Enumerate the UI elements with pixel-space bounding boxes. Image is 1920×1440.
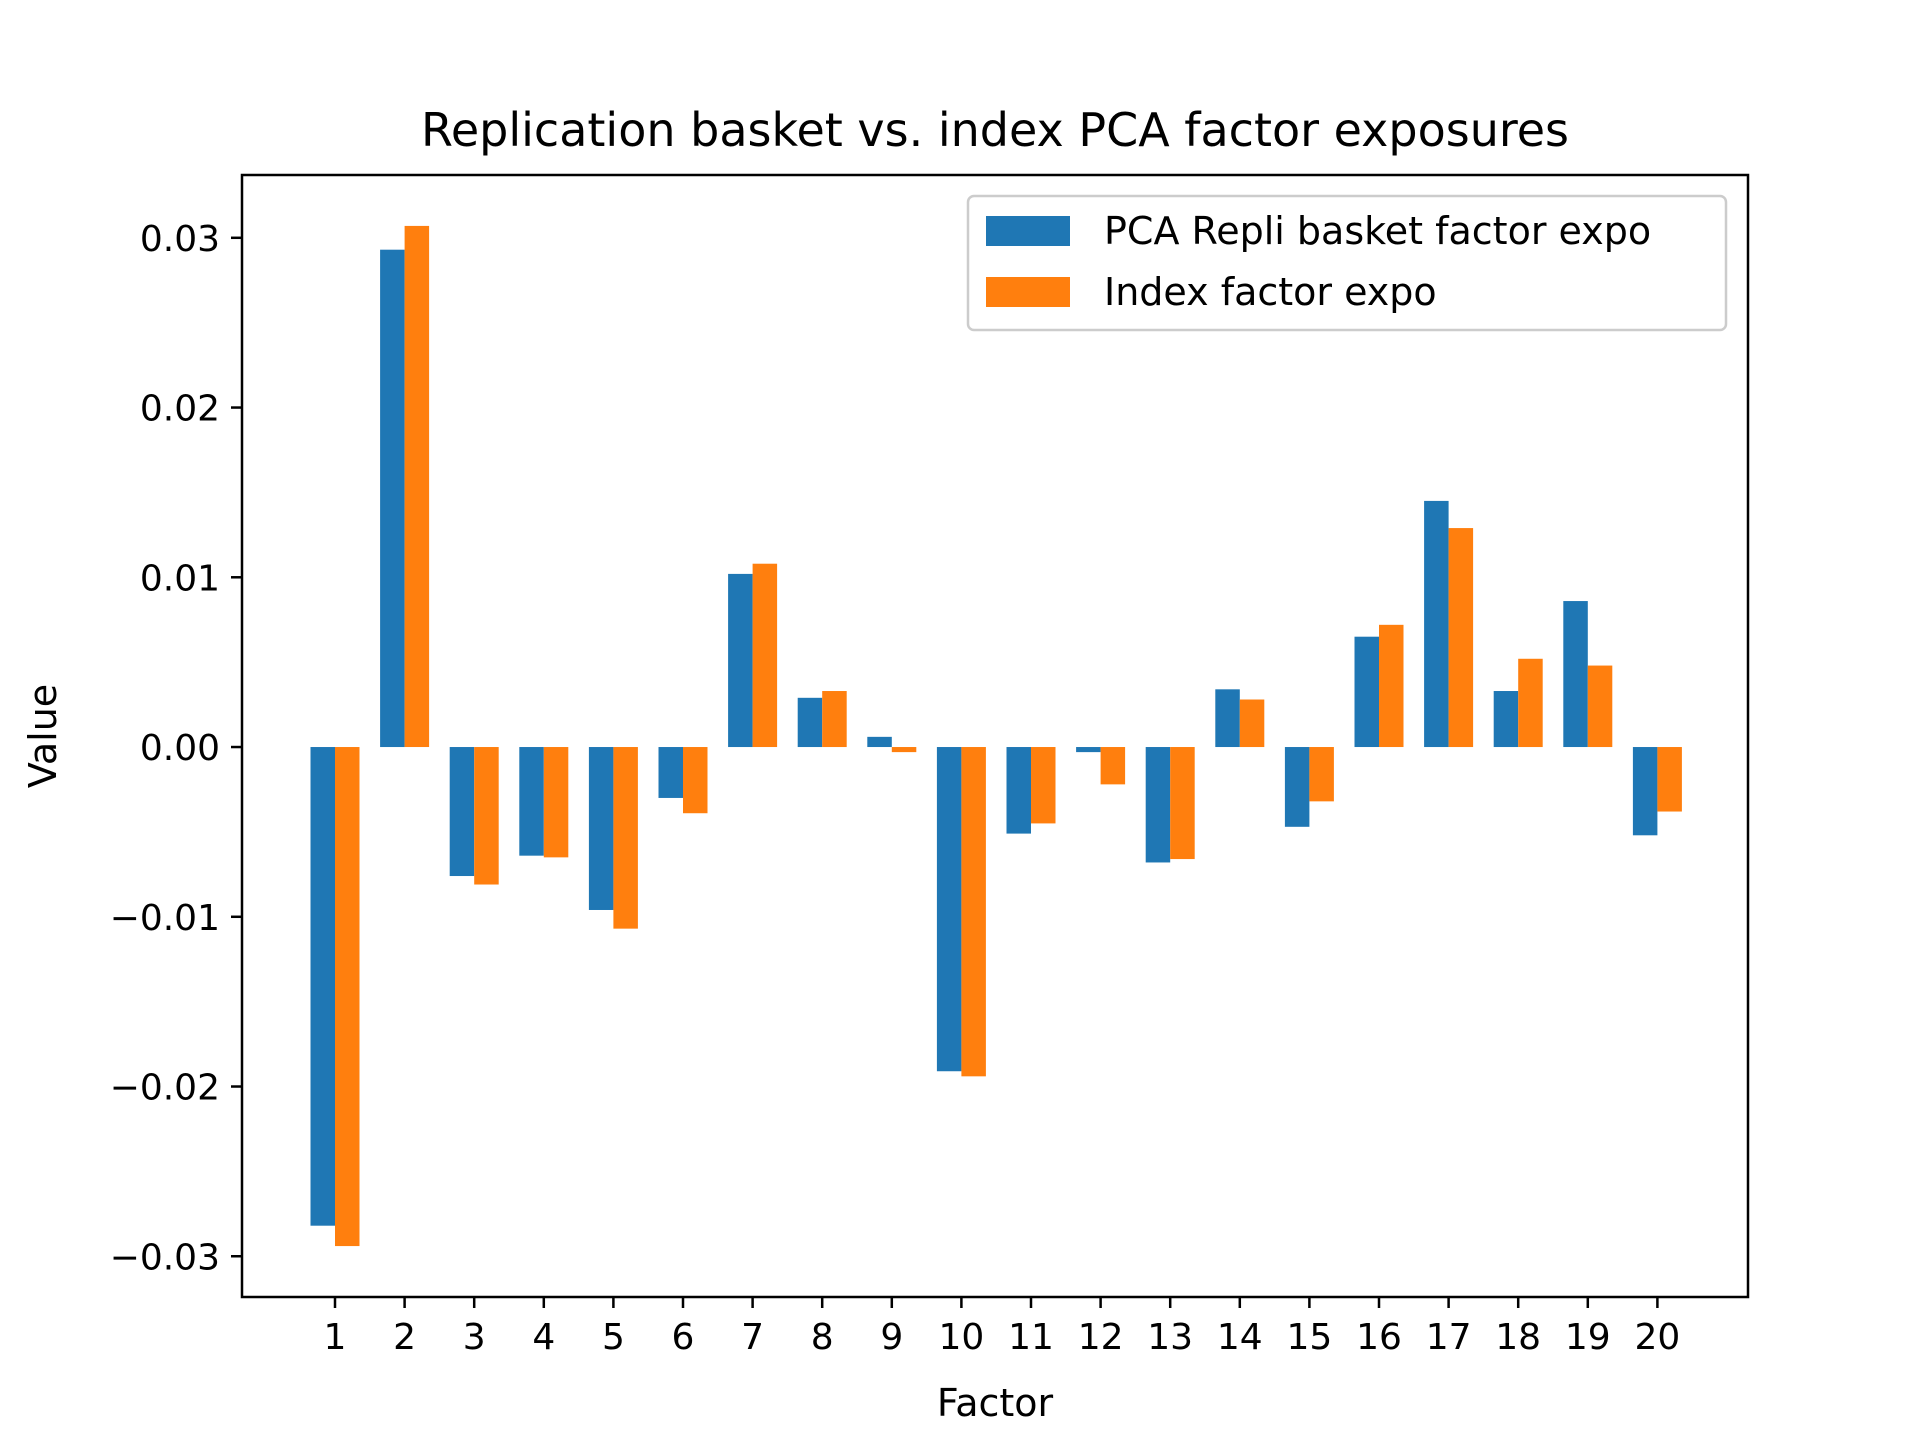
chart-title: Replication basket vs. index PCA factor … — [421, 103, 1569, 157]
bar-index-factor-4 — [543, 747, 569, 858]
plot-frame — [240, 173, 1750, 1299]
y-tick-label: 0.01 — [140, 558, 220, 599]
x-tick-label: 13 — [1147, 1317, 1193, 1358]
y-tick-label: −0.03 — [110, 1237, 220, 1278]
x-tick-label: 2 — [393, 1317, 416, 1358]
bar-index-factor-20 — [1657, 747, 1682, 812]
bar-index-factor-11 — [1031, 747, 1056, 824]
bar-index-factor-16 — [1379, 624, 1404, 748]
x-axis-label: Factor — [937, 1381, 1054, 1425]
x-tick-label: 3 — [463, 1317, 486, 1358]
y-tick-label: 0.02 — [140, 389, 220, 430]
bar-index-factor-2 — [404, 225, 430, 748]
bar-repli-factor-17 — [1424, 500, 1449, 748]
y-tick-label: 0.03 — [140, 219, 220, 260]
bar-index-factor-3 — [474, 747, 499, 885]
bar-index-factor-14 — [1239, 699, 1265, 748]
bar-repli-factor-4 — [519, 747, 544, 856]
bar-repli-factor-20 — [1632, 747, 1658, 836]
legend-label-repli: PCA Repli basket factor expo — [1104, 209, 1651, 253]
bar-index-factor-6 — [683, 747, 708, 814]
bar-index-factor-1 — [335, 747, 360, 1247]
bar-repli-factor-15 — [1284, 747, 1310, 827]
y-tick-label: 0.00 — [140, 728, 220, 769]
bar-index-factor-18 — [1518, 658, 1543, 748]
x-tick-label: 19 — [1565, 1317, 1611, 1358]
bar-index-factor-15 — [1309, 747, 1334, 802]
bar-repli-factor-19 — [1563, 601, 1588, 748]
x-tick-label: 20 — [1634, 1317, 1680, 1358]
legend-box — [966, 194, 1728, 332]
bar-repli-factor-13 — [1145, 747, 1171, 863]
bar-repli-factor-14 — [1215, 689, 1240, 748]
legend: PCA Repli basket factor expo Index facto… — [966, 194, 1728, 332]
x-tick-label: 4 — [532, 1317, 555, 1358]
bar-index-factor-5 — [613, 747, 638, 929]
bar-index-factor-19 — [1587, 665, 1613, 748]
bar-index-factor-12 — [1100, 747, 1126, 785]
x-tick-label: 6 — [672, 1317, 695, 1358]
bar-repli-factor-18 — [1493, 691, 1519, 748]
bar-repli-factor-11 — [1006, 747, 1031, 834]
y-axis: 0.03 0.02 0.01 0.00 −0.01 −0.02 −0.03 — [110, 219, 242, 1278]
x-tick-label: 7 — [741, 1317, 764, 1358]
y-tick-label: −0.01 — [110, 898, 220, 939]
bar-index-factor-13 — [1170, 747, 1195, 860]
bar-repli-factor-6 — [658, 747, 683, 798]
x-tick-label: 1 — [324, 1317, 347, 1358]
bar-index-factor-8 — [822, 691, 847, 748]
legend-swatch-repli — [986, 216, 1070, 246]
bar-repli-factor-8 — [797, 697, 823, 748]
bar-index-factor-9 — [891, 747, 917, 753]
bar-repli-factor-12 — [1076, 747, 1101, 753]
bar-repli-factor-3 — [449, 747, 475, 877]
bar-repli-factor-5 — [588, 747, 614, 910]
x-tick-label: 14 — [1217, 1317, 1263, 1358]
bar-repli-factor-2 — [380, 249, 405, 748]
x-tick-label: 8 — [811, 1317, 834, 1358]
bar-repli-factor-10 — [936, 747, 962, 1072]
legend-swatch-index — [986, 277, 1070, 307]
bars-group — [310, 225, 1682, 1247]
bar-repli-factor-9 — [867, 736, 892, 748]
x-tick-label: 16 — [1356, 1317, 1402, 1358]
x-tick-label: 17 — [1426, 1317, 1472, 1358]
bar-index-factor-17 — [1448, 528, 1474, 748]
x-tick-label: 11 — [1008, 1317, 1054, 1358]
y-axis-label: Value — [21, 684, 65, 788]
x-axis: 1 2 3 4 5 6 7 8 9 10 11 12 13 14 15 16 17 18 19 20 — [324, 1297, 1680, 1358]
x-tick-label: 12 — [1078, 1317, 1124, 1358]
bar-index-factor-7 — [752, 563, 778, 748]
y-tick-label: −0.02 — [110, 1068, 220, 1109]
x-tick-label: 15 — [1286, 1317, 1332, 1358]
bar-repli-factor-1 — [310, 747, 335, 1226]
x-tick-label: 18 — [1495, 1317, 1541, 1358]
bar-repli-factor-16 — [1354, 636, 1379, 748]
x-tick-label: 9 — [880, 1317, 903, 1358]
x-tick-label: 5 — [602, 1317, 625, 1358]
bar-index-factor-10 — [961, 747, 986, 1077]
x-tick-label: 10 — [938, 1317, 984, 1358]
legend-label-index: Index factor expo — [1104, 270, 1437, 314]
bar-repli-factor-7 — [728, 573, 753, 748]
